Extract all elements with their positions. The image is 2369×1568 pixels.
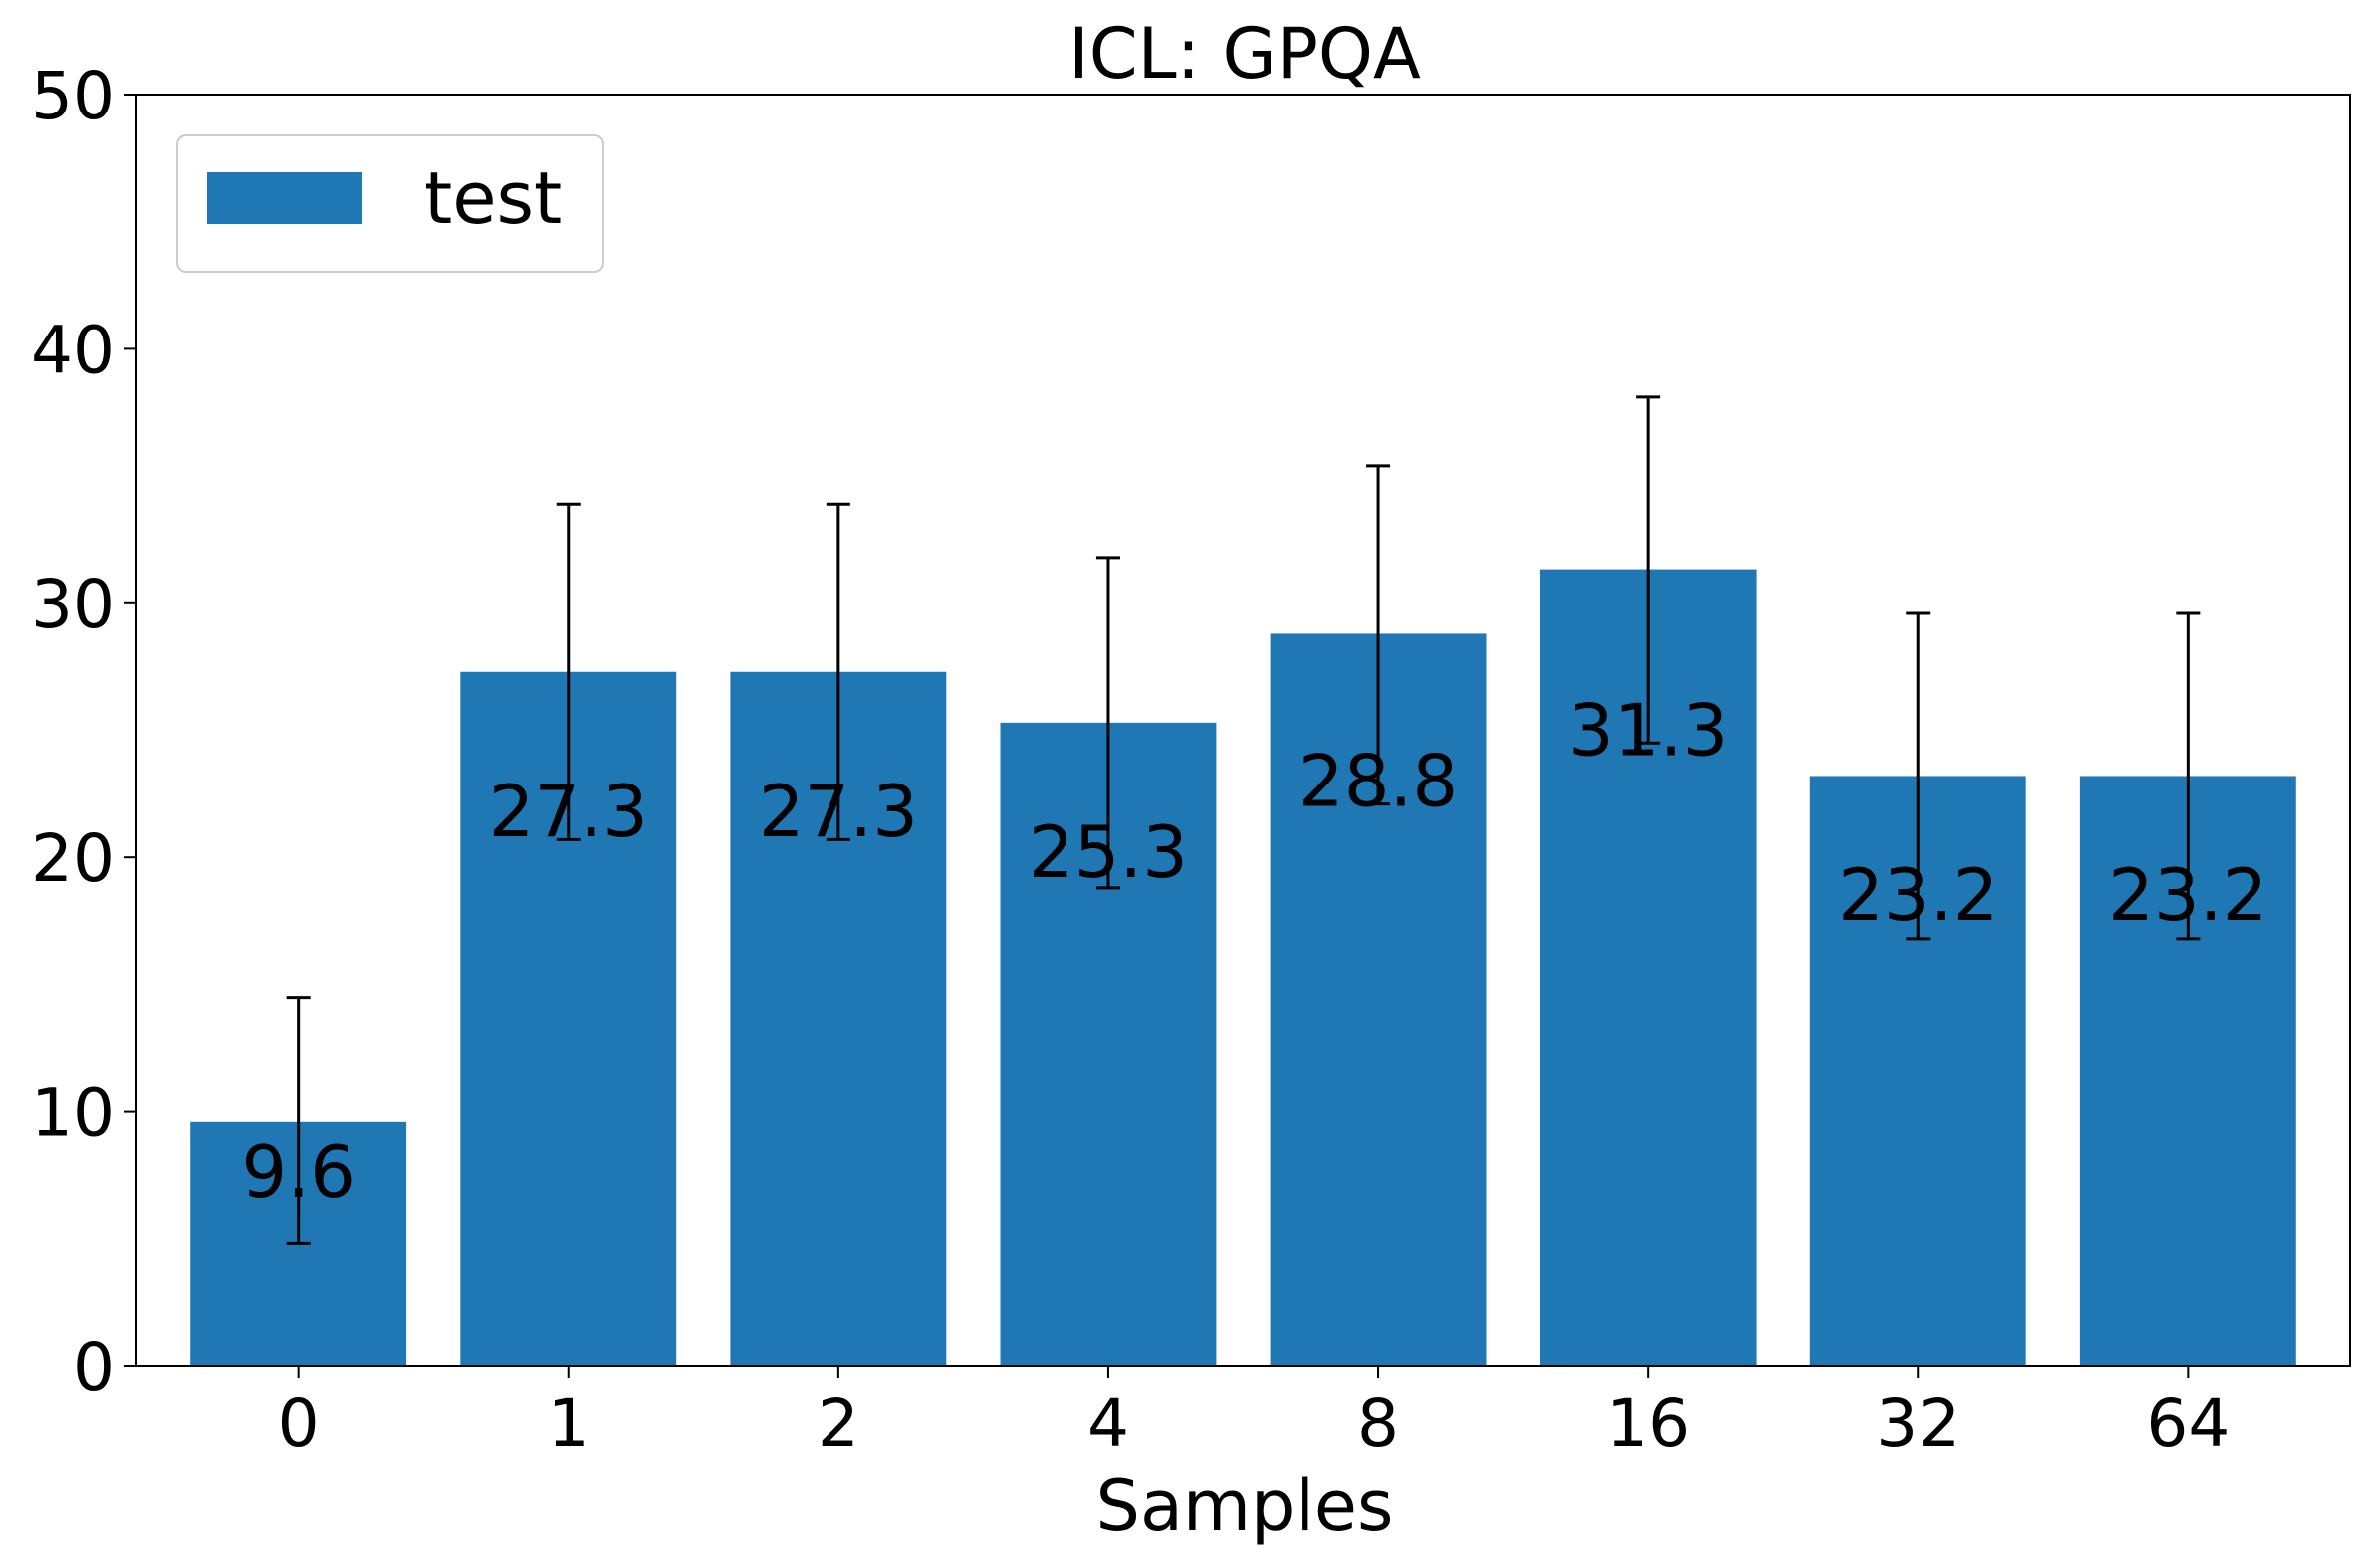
data-label-1: 27.3 <box>489 770 648 853</box>
legend-frame <box>176 134 604 273</box>
plot-frame <box>135 94 2351 1367</box>
x-tick-label-4: 4 <box>1087 1385 1129 1461</box>
x-axis-label: Samples <box>1096 1465 1394 1547</box>
legend-label: test <box>424 156 562 240</box>
legend-swatch <box>207 172 362 224</box>
data-label-4: 25.3 <box>1029 810 1188 894</box>
x-tick-label-64: 64 <box>2146 1385 2230 1461</box>
y-tick-label-50: 50 <box>31 58 115 134</box>
data-labels-group: 9.6 27.3 27.3 25.3 28.8 31.3 23.2 23.2 <box>241 688 2267 1213</box>
data-label-2: 27.3 <box>759 770 918 853</box>
x-tick-label-1: 1 <box>548 1385 590 1461</box>
x-tick-label-0: 0 <box>278 1385 320 1461</box>
error-bars-group <box>286 395 2201 1245</box>
y-tick-label-20: 20 <box>31 820 115 897</box>
data-label-64: 23.2 <box>2108 853 2267 937</box>
y-tick-label-10: 10 <box>31 1075 115 1152</box>
y-tick-label-30: 30 <box>31 566 115 643</box>
x-axis: 0 1 2 4 8 16 32 64 <box>278 1366 2230 1461</box>
y-tick-label-40: 40 <box>31 312 115 388</box>
y-axis: 0 10 20 30 40 50 <box>31 58 136 1406</box>
data-label-16: 31.3 <box>1568 688 1728 772</box>
data-label-0: 9.6 <box>241 1130 355 1214</box>
bars-group <box>190 569 2296 1366</box>
x-tick-label-2: 2 <box>818 1385 859 1461</box>
x-tick-label-32: 32 <box>1876 1385 1960 1461</box>
data-label-8: 28.8 <box>1299 740 1458 823</box>
legend: test <box>176 134 604 273</box>
x-tick-label-16: 16 <box>1606 1385 1690 1461</box>
chart-title: ICL: GPQA <box>1068 13 1421 95</box>
y-tick-label-0: 0 <box>73 1329 115 1406</box>
data-label-32: 23.2 <box>1838 853 1998 937</box>
x-tick-label-8: 8 <box>1357 1385 1399 1461</box>
